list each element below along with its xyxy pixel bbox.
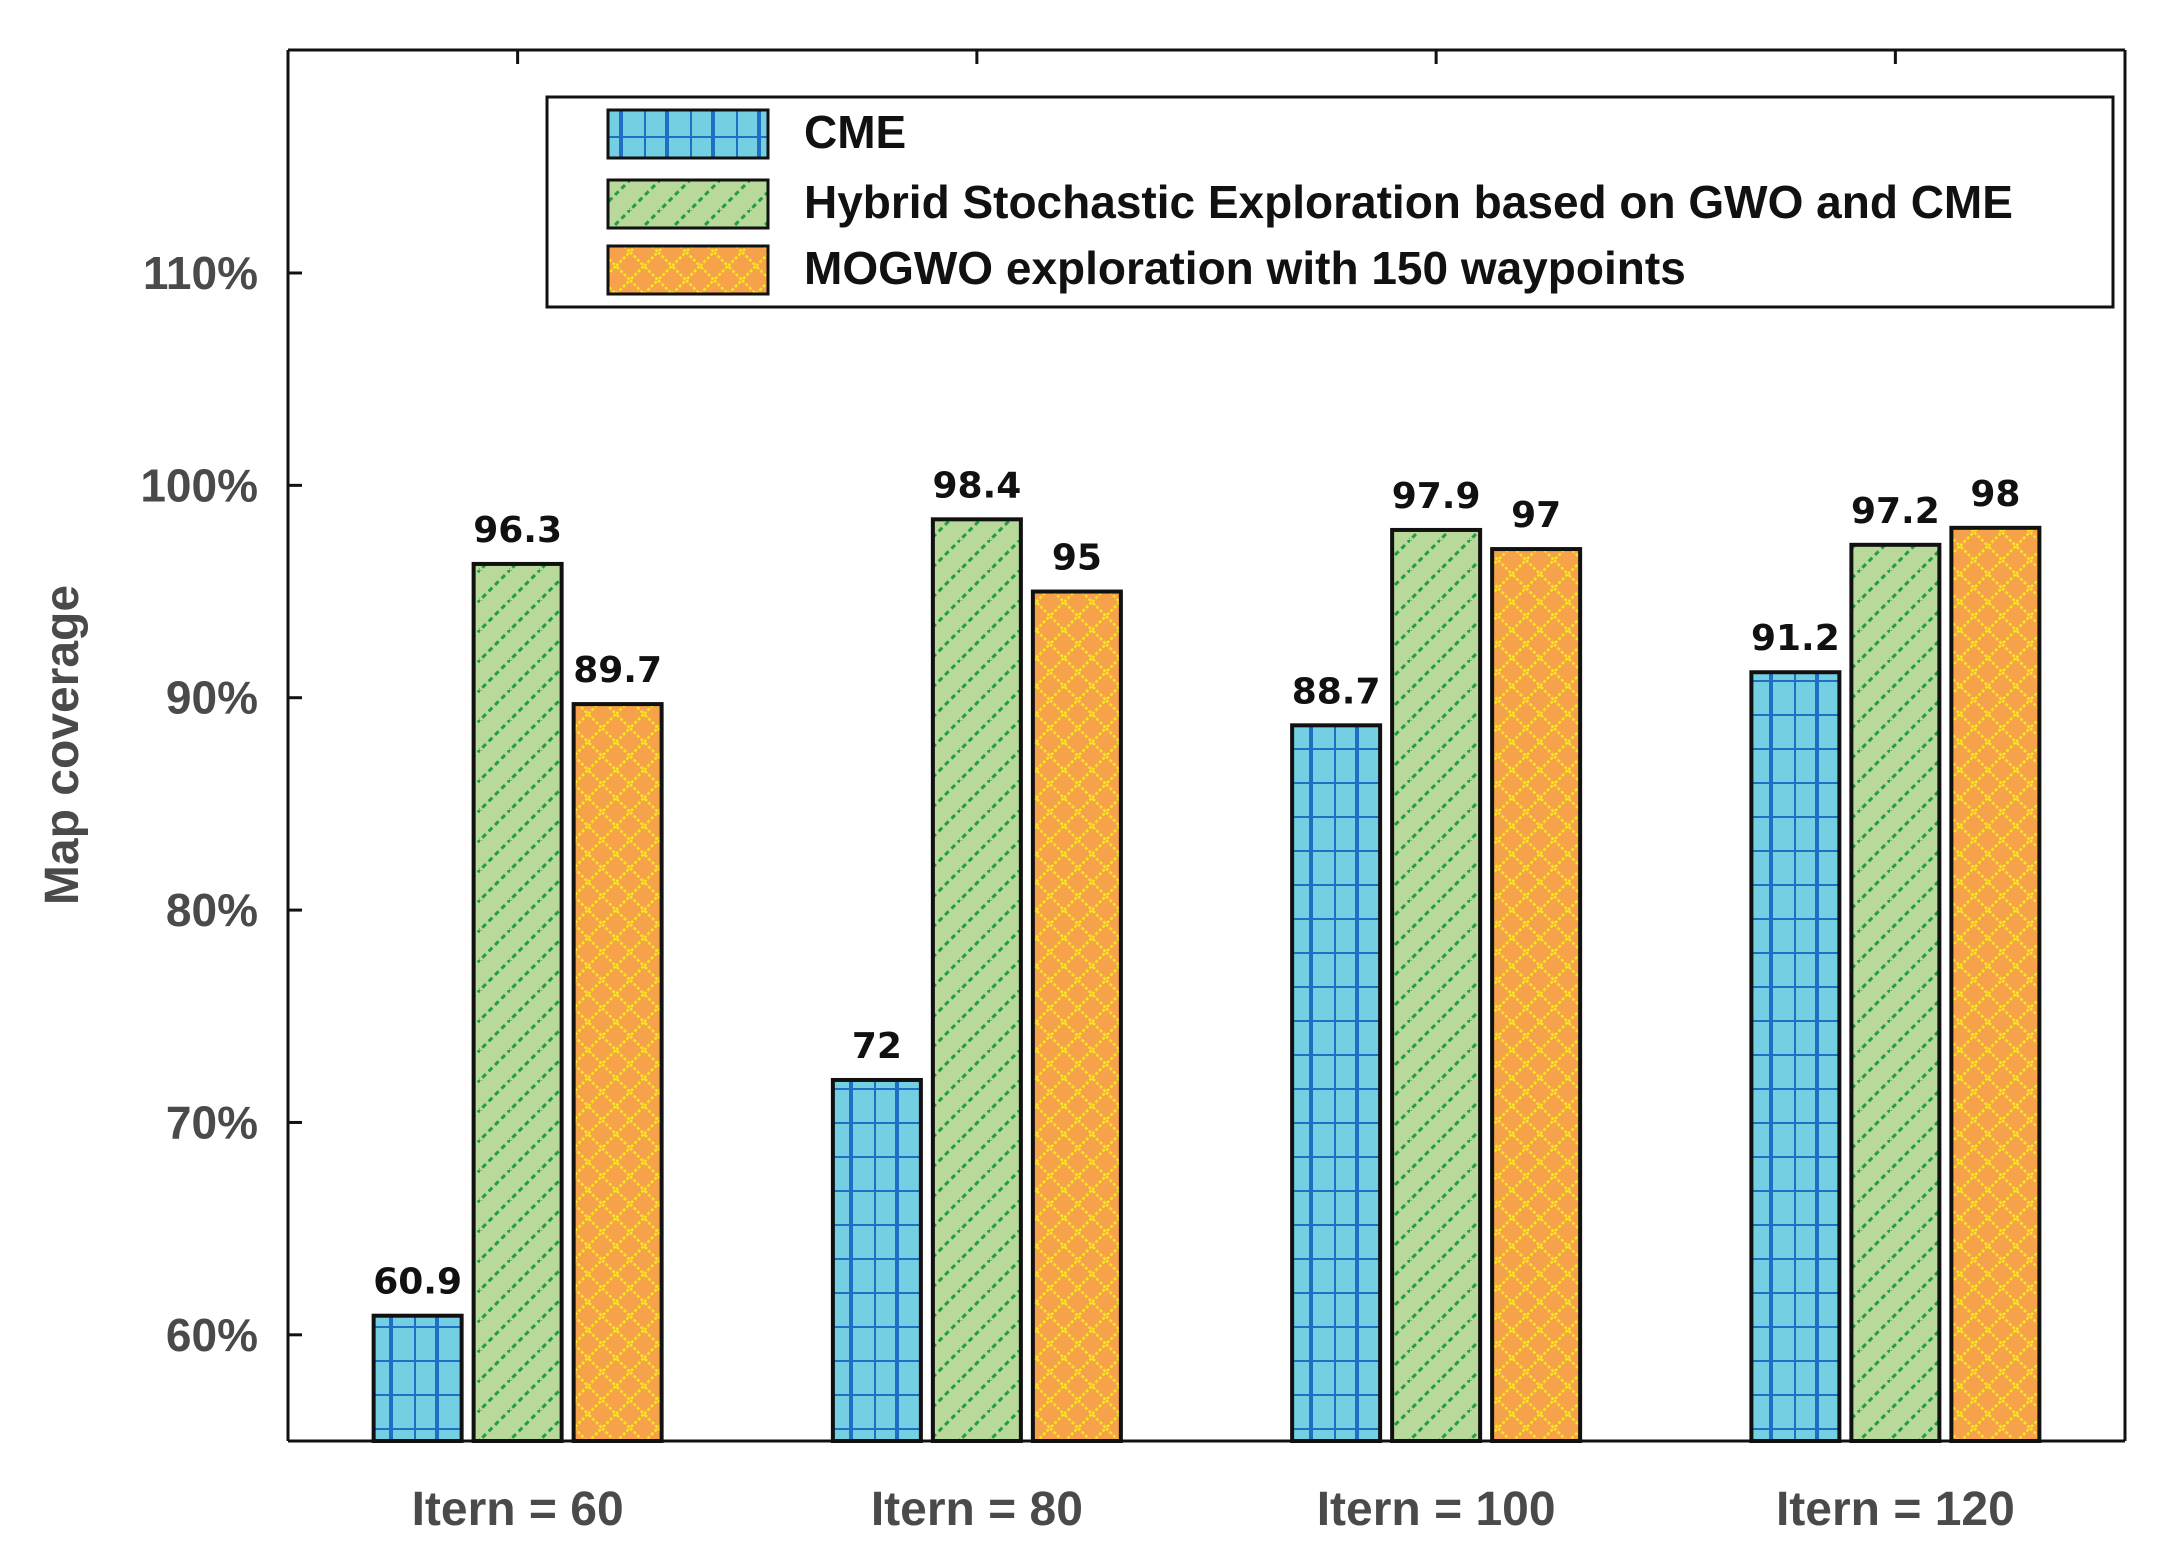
y-tick-label: 90% (166, 672, 258, 724)
bar-hybrid (471, 561, 564, 1443)
legend-label: CME (804, 106, 906, 158)
y-tick-label: 60% (166, 1309, 258, 1361)
top-axis-ticks (516, 50, 1897, 64)
y-tick-label: 100% (140, 459, 258, 511)
bar-cme (830, 1077, 923, 1443)
bar-mogwo (1490, 547, 1583, 1443)
bar-value-label: 88.7 (1292, 671, 1381, 712)
bar-value-label: 95 (1052, 538, 1102, 579)
legend: CME Hybrid Stochastic Exploration based o… (545, 95, 2115, 309)
legend-swatch (606, 244, 770, 296)
bar-cme (371, 1313, 464, 1444)
legend-swatch (606, 108, 770, 160)
bar-value-label: 98 (1970, 474, 2020, 515)
bar-value-label: 72 (852, 1026, 902, 1067)
x-category-label: Itern = 60 (412, 1483, 624, 1536)
y-tick-label: 80% (166, 884, 258, 936)
y-tick-label: 70% (166, 1096, 258, 1148)
bar-cme (1749, 670, 1842, 1443)
value-labels-layer: 60.9 96.3 89.7 72 98.4 95 88.7 97.9 97 91.2 97.2 98 (373, 465, 2020, 1302)
bars-layer (371, 517, 2042, 1444)
bar-cme (1290, 723, 1383, 1443)
bar-value-label: 89.7 (573, 650, 662, 691)
bar-value-label: 97 (1511, 495, 1561, 536)
x-category-label: Itern = 80 (871, 1483, 1083, 1536)
y-tick-label: 110% (143, 247, 258, 299)
x-category-label: Itern = 120 (1776, 1483, 2015, 1536)
bar-mogwo (571, 702, 664, 1443)
x-category-label: Itern = 100 (1317, 1483, 1556, 1536)
bar-value-label: 96.3 (473, 510, 562, 551)
y-axis-title: Map coverage (36, 585, 89, 905)
bar-value-label: 60.9 (373, 1262, 462, 1303)
bar-value-label: 97.9 (1392, 476, 1481, 517)
legend-label: Hybrid Stochastic Exploration based on G… (804, 176, 2013, 228)
bar-value-label: 98.4 (932, 465, 1021, 506)
bar-value-label: 91.2 (1751, 618, 1840, 659)
bar-value-label: 97.2 (1851, 491, 1940, 532)
y-axis: 60% 70% 80% 90% 100% 110% (140, 247, 302, 1361)
bar-mogwo (1030, 589, 1123, 1443)
x-axis: Itern = 60 Itern = 80 Itern = 100 Itern = 1… (412, 1483, 2015, 1536)
bar-hybrid (1390, 527, 1483, 1443)
legend-box (545, 95, 2115, 309)
bar-mogwo (1949, 525, 2042, 1443)
bar-hybrid (1849, 542, 1942, 1443)
legend-label: MOGWO exploration with 150 waypoints (804, 242, 1686, 294)
legend-swatch (606, 178, 770, 230)
bar-hybrid (930, 517, 1023, 1443)
